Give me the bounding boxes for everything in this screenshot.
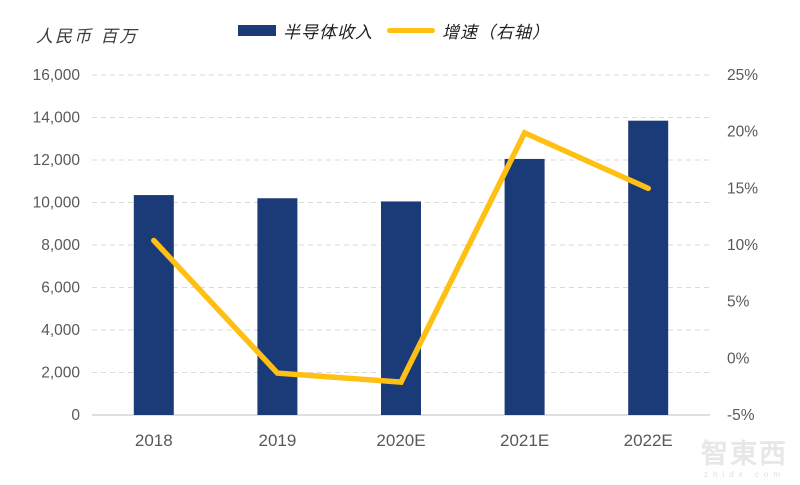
left-axis-tick: 0 — [71, 407, 80, 424]
revenue-bar — [133, 195, 174, 415]
right-axis-tick: 0% — [727, 350, 750, 367]
growth-line — [151, 129, 651, 386]
bar-swatch-icon — [238, 25, 276, 36]
right-axis-tick: 5% — [727, 294, 750, 311]
line-swatch-icon — [387, 28, 435, 33]
x-axis-label: 2022E — [624, 431, 673, 450]
right-axis-tick: 25% — [727, 67, 758, 84]
revenue-bar — [628, 120, 669, 415]
x-axis-label: 2021E — [500, 431, 549, 450]
legend-item-growth: 增速（右轴） — [387, 18, 550, 43]
left-axis-tick: 2,000 — [41, 365, 80, 382]
right-axis-tick: -5% — [727, 407, 755, 424]
chart-legend: 半导体收入 增速（右轴） — [238, 18, 550, 43]
left-axis-tick: 10,000 — [33, 195, 81, 212]
left-axis-tick: 14,000 — [33, 110, 81, 127]
x-axis-label: 2018 — [135, 431, 173, 450]
legend-label-revenue: 半导体收入 — [283, 23, 373, 43]
left-axis-tick: 8,000 — [41, 237, 80, 254]
right-axis-tick: 20% — [727, 124, 758, 141]
revenue-bar — [257, 198, 298, 415]
legend-label-growth: 增速（右轴） — [442, 23, 550, 43]
x-axis-label: 2020E — [376, 431, 425, 450]
left-axis-tick: 16,000 — [33, 67, 81, 84]
x-axis-label: 2019 — [258, 431, 296, 450]
left-axis-tick: 12,000 — [33, 152, 81, 169]
left-axis-tick: 4,000 — [41, 322, 80, 339]
right-axis-tick: 15% — [727, 180, 758, 197]
left-axis-tick: 6,000 — [41, 280, 80, 297]
axis-unit-label: 人民币 百万 — [36, 27, 139, 47]
legend-item-revenue: 半导体收入 — [238, 18, 373, 43]
right-axis-tick: 10% — [727, 237, 758, 254]
revenue-bar — [504, 158, 545, 415]
